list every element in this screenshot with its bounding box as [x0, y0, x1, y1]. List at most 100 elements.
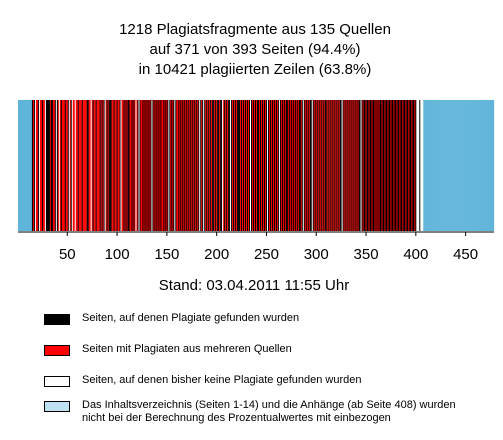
page-bar-328 [343, 100, 345, 231]
page-bar-157 [173, 100, 175, 231]
page-bar-280 [295, 100, 297, 231]
page-bar-62 [78, 100, 80, 231]
page-bar-126 [142, 100, 144, 231]
page-bar-131 [147, 100, 149, 231]
page-bar-337 [352, 100, 354, 231]
page-bar-321 [336, 100, 338, 231]
legend-label-mehrere: Seiten mit Plagiaten aus mehreren Quelle… [82, 343, 292, 355]
page-bar-161 [177, 100, 179, 231]
page-bar-136 [152, 100, 154, 231]
page-bar-351 [366, 100, 368, 231]
page-bar-367 [382, 100, 384, 231]
page-bar-148 [164, 100, 166, 231]
page-bar-380 [395, 100, 397, 231]
page-bar-284 [299, 100, 301, 231]
page-bar-360 [375, 100, 377, 231]
x-tick-label-50: 50 [59, 246, 76, 263]
page-bar-138 [154, 100, 156, 231]
page-bar-120 [136, 100, 138, 231]
legend-label-keine: Seiten, auf denen bisher keine Plagiate … [82, 374, 362, 386]
page-bar-447 [462, 100, 464, 231]
page-bar-98 [114, 100, 116, 231]
page-bar-202 [218, 100, 220, 231]
page-bar-419 [434, 100, 436, 231]
page-bar-192 [208, 100, 210, 231]
page-bar-421 [436, 100, 438, 231]
page-bar-134 [150, 100, 152, 231]
page-bar-387 [402, 100, 404, 231]
page-bar-71 [87, 100, 89, 231]
page-bar-170 [186, 100, 188, 231]
page-bar-167 [183, 100, 185, 231]
page-bar-411 [426, 100, 428, 231]
page-bar-376 [391, 100, 393, 231]
page-bar-379 [394, 100, 396, 231]
page-bar-215 [231, 100, 233, 231]
page-bar-78 [94, 100, 96, 231]
page-bar-468 [483, 100, 485, 231]
page-bar-66 [82, 100, 84, 231]
page-bar-190 [206, 100, 208, 231]
page-bar-363 [378, 100, 380, 231]
page-bar-310 [325, 100, 327, 231]
page-bar-59 [75, 100, 77, 231]
page-bar-149 [165, 100, 167, 231]
page-bar-451 [466, 100, 468, 231]
page-bar-81 [97, 100, 99, 231]
page-bar-29 [45, 100, 48, 231]
page-bar-65 [81, 100, 83, 231]
page-bar-393 [408, 100, 410, 231]
x-tick-label-450: 450 [453, 246, 478, 263]
page-bar-449 [464, 100, 466, 231]
page-bar-18 [34, 100, 37, 231]
page-bar-36 [52, 100, 54, 231]
page-bar-298 [313, 100, 315, 231]
page-bar-443 [458, 100, 460, 231]
page-bar-47 [63, 100, 65, 231]
page-bar-182 [198, 100, 200, 231]
page-bar-195 [211, 100, 213, 231]
page-bar-26 [42, 100, 45, 231]
page-bar-465 [480, 100, 482, 231]
page-bar-174 [190, 100, 192, 231]
page-bar-402 [417, 100, 419, 231]
page-bar-181 [197, 100, 199, 231]
page-bar-85 [101, 100, 103, 231]
page-bar-279 [294, 100, 296, 231]
page-bar-424 [439, 100, 441, 231]
page-bar-242 [257, 100, 260, 231]
page-bar-158 [174, 100, 176, 231]
page-bar-38 [54, 100, 56, 231]
page-bar-119 [135, 100, 137, 231]
page-bar-422 [437, 100, 439, 231]
page-bar-460 [475, 100, 477, 231]
page-bar-433 [448, 100, 450, 231]
page-bar-234 [250, 100, 252, 231]
page-bar-150 [166, 100, 168, 231]
page-bar-296 [311, 100, 313, 231]
page-bar-117 [133, 100, 135, 231]
page-bar-324 [339, 100, 341, 231]
page-bar-255 [270, 100, 273, 231]
page-bar-349 [364, 100, 366, 231]
page-bar-439 [454, 100, 456, 231]
page-bar-273 [288, 100, 291, 231]
x-tick-label-200: 200 [204, 246, 229, 263]
page-bar-153 [169, 100, 171, 231]
page-bar-446 [461, 100, 463, 231]
page-bar-355 [370, 100, 372, 231]
page-bar-146 [162, 100, 164, 231]
page-bar-118 [134, 100, 136, 231]
page-bar-220 [236, 100, 238, 231]
page-bar-303 [318, 100, 320, 231]
page-bar-386 [401, 100, 403, 231]
page-bar-44 [60, 100, 62, 231]
page-bar-330 [345, 100, 347, 231]
page-bar-452 [467, 100, 469, 231]
page-bar-285 [300, 100, 302, 231]
page-bar-198 [214, 100, 216, 231]
page-bar-333 [348, 100, 350, 231]
page-bar-415 [430, 100, 432, 231]
page-bar-132 [148, 100, 150, 231]
page-bar-48 [64, 100, 66, 231]
